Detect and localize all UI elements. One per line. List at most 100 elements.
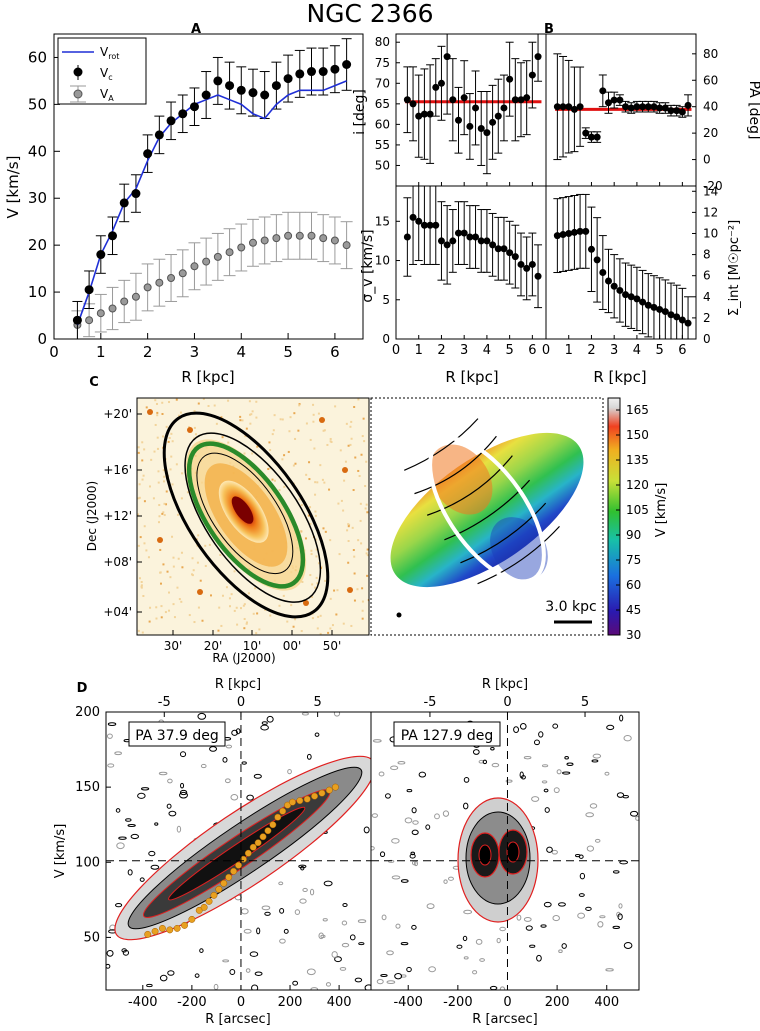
vc-point	[166, 116, 176, 126]
noise-contour	[391, 838, 400, 844]
noise-contour	[251, 984, 259, 990]
panel-b-pa-ylabel: PA [deg]	[746, 81, 760, 140]
sigint-point	[605, 277, 612, 285]
sigint-point	[599, 269, 607, 277]
a-xtick-label: 4	[236, 343, 246, 361]
panel-c-velocity-map	[371, 398, 603, 635]
d-top-tick-label-right: 0	[503, 695, 511, 710]
d-xtick-label-right: -400	[393, 995, 423, 1010]
noise-contour	[463, 777, 470, 783]
vc-point	[330, 64, 340, 74]
noise-contour	[592, 753, 602, 759]
b-xtick-label: 4	[633, 343, 641, 358]
sigma-point	[443, 241, 451, 249]
panel-d-right-frame	[370, 711, 640, 991]
pv-curve-point	[210, 891, 218, 899]
d-xtick-label-right: 0	[503, 995, 511, 1010]
noise-contour	[463, 909, 473, 915]
noise-contour	[523, 755, 532, 760]
noise-contour	[354, 977, 363, 983]
d-xtick-label-left: -400	[128, 995, 158, 1010]
noise-contour	[154, 822, 159, 826]
noise-contour	[589, 803, 598, 809]
incl-point	[506, 75, 514, 83]
noise-contour	[605, 968, 614, 972]
noise-contour	[325, 982, 332, 987]
noise-contour	[533, 739, 540, 746]
b-xtick-label: 1	[415, 343, 423, 358]
noise-contour	[543, 788, 549, 793]
pa-point	[616, 96, 624, 104]
noise-contour	[224, 778, 231, 784]
a-ytick-label: 30	[28, 189, 47, 207]
noise-contour	[314, 732, 320, 737]
va-point	[295, 231, 304, 240]
incl-point	[483, 129, 491, 137]
noise-contour	[574, 854, 581, 858]
noise-contour	[411, 829, 419, 836]
b-xtick-label: 2	[587, 343, 595, 358]
noise-contour	[490, 746, 495, 751]
noise-contour	[261, 721, 268, 725]
noise-contour	[197, 712, 207, 720]
sigint-point	[570, 228, 578, 236]
a-xtick-label: 0	[49, 343, 59, 361]
panel-c-intensity-map	[137, 398, 369, 635]
a-ytick-label: 10	[28, 283, 47, 301]
noise-contour	[410, 851, 416, 856]
pv-curve-point	[244, 849, 252, 857]
incl-point	[523, 94, 531, 102]
panel-b-label: B	[544, 22, 554, 37]
noise-contour	[519, 723, 527, 730]
noise-contour	[176, 825, 182, 833]
noise-contour	[597, 921, 604, 928]
noise-contour	[306, 968, 316, 976]
d-xtick-label-right: 200	[545, 995, 570, 1010]
d-top-tick-label-left: -5	[158, 695, 171, 710]
noise-contour	[231, 729, 238, 736]
panel-d-xlabel-right: R [arcsec]	[472, 1012, 537, 1027]
d-xtick-label-right: 400	[594, 995, 619, 1010]
pa-right-box	[393, 721, 501, 747]
panel-d-top-xlabel-left: R [kpc]	[215, 677, 261, 692]
b-sigint-ytick-label: 6	[703, 269, 711, 283]
noise-contour	[599, 915, 606, 919]
pv-curve-point	[274, 813, 282, 821]
noise-contour	[148, 850, 156, 857]
va-point	[131, 292, 140, 301]
noise-contour	[167, 778, 173, 784]
colorbar-ticks: 165 150 135 120 105 90 75 60 45 30	[616, 403, 649, 642]
incl-point	[432, 83, 440, 91]
pv-curve-point	[279, 807, 287, 815]
noise-contour	[472, 749, 480, 755]
noise-contour	[536, 954, 542, 962]
a-ytick-label: 20	[28, 236, 47, 254]
b-pa-ytick-label: 20	[703, 126, 718, 140]
noise-contour	[623, 942, 633, 949]
pv-curve-point	[166, 926, 174, 934]
noise-contour	[612, 925, 620, 929]
sigma-point	[494, 245, 502, 253]
vc-point	[318, 67, 328, 77]
noise-contour	[349, 934, 356, 941]
b-incl-ytick-label: 75	[375, 56, 390, 70]
incl-point	[494, 112, 502, 120]
foreground-star	[147, 409, 153, 415]
noise-contour	[544, 807, 550, 813]
panel-b-axes: 0 1 2 3 4 5 6 0 1 2 3 4 5 650556065707580-20020406080…	[375, 35, 723, 358]
vc-point	[225, 81, 235, 91]
panel-a-label: A	[191, 22, 201, 37]
colorbar	[607, 397, 621, 636]
b-xtick-label: 0	[392, 343, 400, 358]
noise-contour	[406, 966, 412, 973]
d-xtick-label-left: 0	[237, 995, 245, 1010]
b-pa-ytick-label: 0	[703, 153, 711, 167]
d-top-tick-label-left: 0	[237, 695, 245, 710]
sigint-point	[627, 293, 635, 301]
panel-d-left-plot	[106, 712, 371, 990]
noise-contour	[106, 949, 114, 957]
b-xtick-label: 2	[437, 343, 445, 358]
noise-contour	[222, 757, 228, 763]
noise-contour	[168, 810, 177, 817]
noise-contour	[333, 712, 341, 717]
